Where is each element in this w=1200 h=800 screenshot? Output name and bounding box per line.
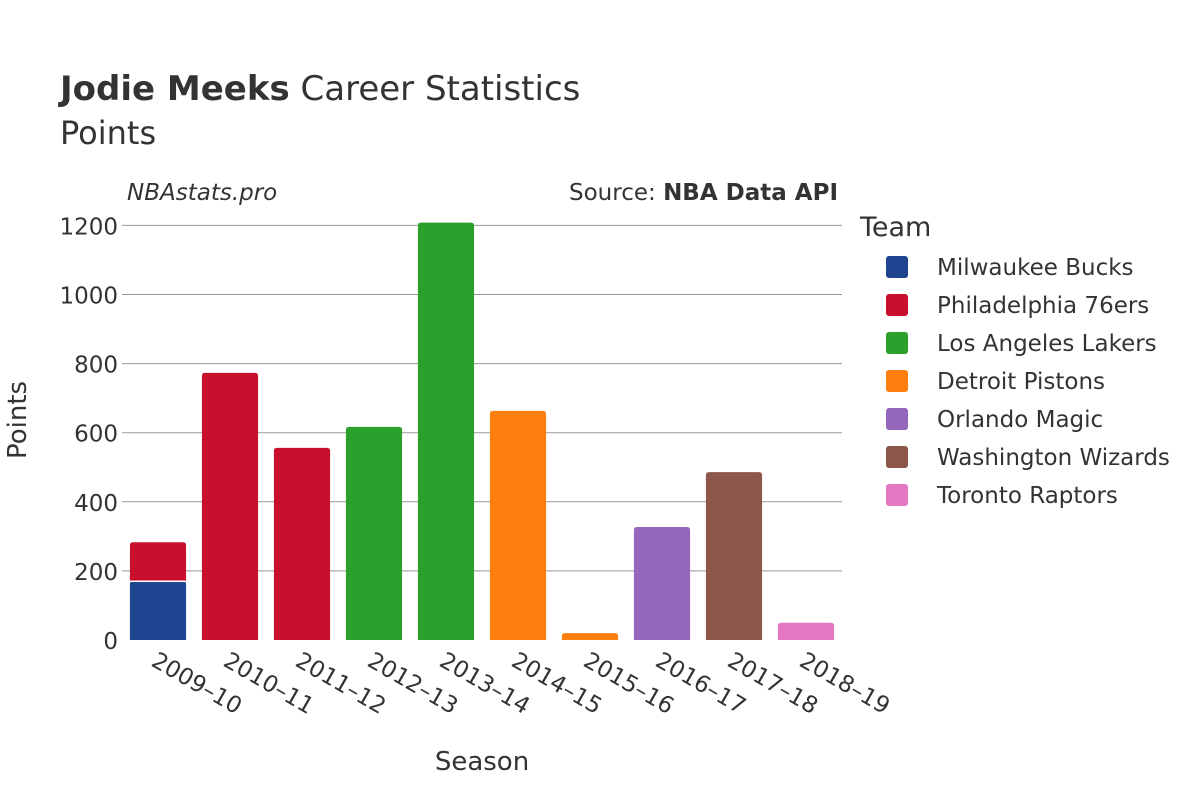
bar-segment: [705, 472, 763, 640]
legend-swatch: [886, 332, 908, 354]
legend-label: Philadelphia 76ers: [937, 293, 1149, 319]
bar-segment: [561, 633, 619, 640]
bar-segment: [633, 527, 691, 640]
y-tick-label: 1000: [59, 284, 118, 310]
legend-label: Orlando Magic: [937, 407, 1103, 433]
legend-label: Washington Wizards: [937, 445, 1170, 471]
legend-swatch: [886, 370, 908, 392]
bar-segment: [777, 622, 835, 640]
y-tick-label: 200: [74, 560, 118, 586]
bar-segment: [417, 222, 475, 641]
bar-segment: [345, 426, 403, 640]
y-axis-label: Points: [3, 381, 33, 459]
legend-label: Detroit Pistons: [937, 369, 1105, 395]
source-name: NBA Data API: [663, 180, 838, 206]
bar-segment: [273, 447, 331, 640]
legend-swatch: [886, 294, 908, 316]
source-credit: Source: NBA Data API: [569, 180, 838, 206]
legend-swatch: [886, 484, 908, 506]
chart-title-player: Jodie Meeks: [58, 69, 290, 109]
y-tick-label: 400: [74, 491, 118, 517]
x-tick-labels: 2009–102010–112011–122012–132013–142014–…: [147, 648, 894, 720]
bar-segment: [201, 372, 259, 640]
legend-label: Toronto Raptors: [936, 483, 1118, 509]
y-tick-labels: 0 200 400 600 800 1000 1200: [59, 214, 118, 655]
legend-label: Milwaukee Bucks: [937, 255, 1134, 281]
source-prefix: Source:: [569, 180, 663, 206]
legend-swatch: [886, 408, 908, 430]
bars: [129, 222, 835, 641]
chart-title: Jodie Meeks Career Statistics: [58, 69, 580, 109]
legend-swatch: [886, 446, 908, 468]
bar-segment: [129, 542, 187, 582]
y-tick-label: 800: [74, 353, 118, 379]
bar-segment: [129, 581, 187, 640]
site-credit: NBAstats.pro: [127, 180, 277, 206]
y-tick-label: 0: [103, 629, 118, 655]
y-tick-label: 600: [74, 422, 118, 448]
bar-segment: [489, 410, 547, 640]
legend: Team Milwaukee Bucks Philadelphia 76ers Lo…: [859, 212, 1170, 509]
y-tick-label: 1200: [59, 214, 118, 240]
legend-swatch: [886, 256, 908, 278]
legend-label: Los Angeles Lakers: [937, 331, 1157, 357]
legend-title: Team: [859, 212, 931, 243]
chart-title-rest: Career Statistics: [290, 69, 581, 109]
x-axis-label: Season: [435, 747, 529, 777]
chart-subtitle: Points: [60, 114, 156, 152]
